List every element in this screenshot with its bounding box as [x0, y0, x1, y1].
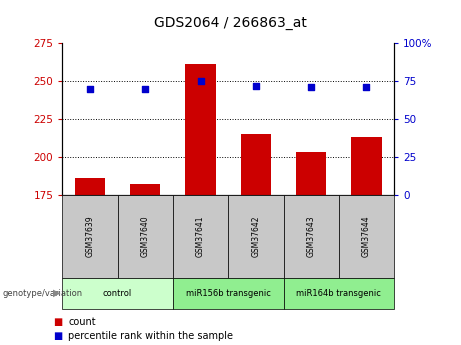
Text: miR156b transgenic: miR156b transgenic: [186, 289, 271, 298]
Point: [307, 85, 315, 90]
Point: [142, 86, 149, 91]
Text: GSM37639: GSM37639: [85, 216, 95, 257]
Text: GDS2064 / 266863_at: GDS2064 / 266863_at: [154, 16, 307, 30]
Bar: [185, 65, 216, 195]
Text: count: count: [68, 317, 96, 326]
Bar: [75, 178, 105, 195]
Text: ■: ■: [53, 332, 62, 341]
Text: GSM37644: GSM37644: [362, 216, 371, 257]
Text: GSM37642: GSM37642: [251, 216, 260, 257]
Bar: [351, 137, 382, 195]
Text: ■: ■: [53, 317, 62, 326]
Bar: [241, 134, 271, 195]
Bar: [130, 184, 160, 195]
Point: [363, 85, 370, 90]
Point: [86, 86, 94, 91]
Text: ▶: ▶: [53, 288, 60, 298]
Text: percentile rank within the sample: percentile rank within the sample: [68, 332, 233, 341]
Point: [252, 83, 260, 88]
Text: GSM37643: GSM37643: [307, 216, 316, 257]
Text: control: control: [103, 289, 132, 298]
Text: miR164b transgenic: miR164b transgenic: [296, 289, 381, 298]
Bar: [296, 152, 326, 195]
Text: GSM37641: GSM37641: [196, 216, 205, 257]
Text: genotype/variation: genotype/variation: [2, 289, 83, 298]
Text: GSM37640: GSM37640: [141, 216, 150, 257]
Point: [197, 78, 204, 84]
